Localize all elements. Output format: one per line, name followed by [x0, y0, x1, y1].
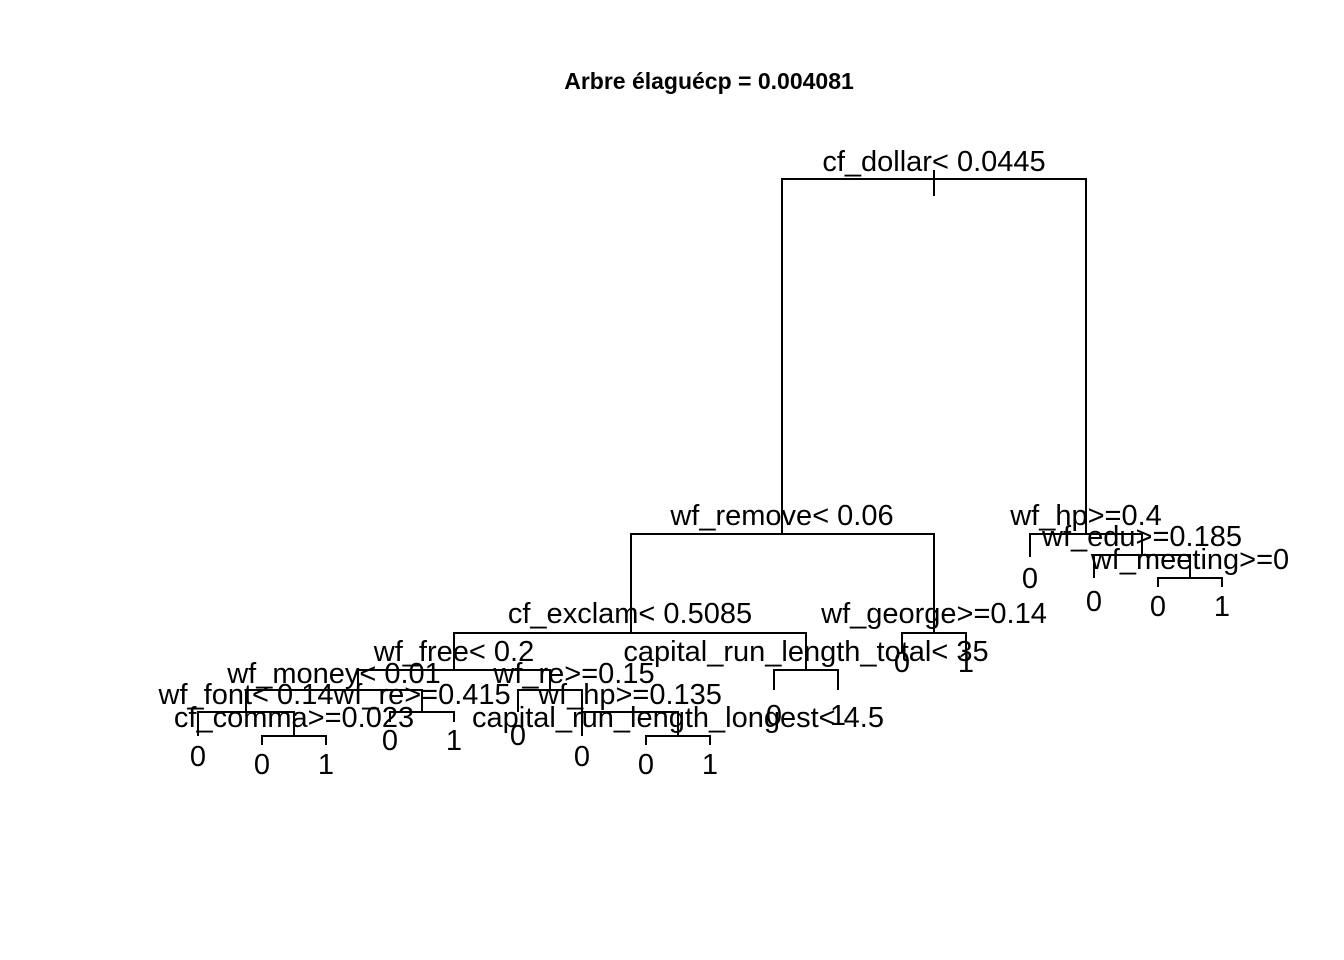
split-label: capital_run_length_longest< 4.5	[472, 702, 884, 734]
leaf-label: 1	[446, 725, 462, 757]
split-label: cf_dollar< 0.0445	[822, 146, 1045, 178]
leaf-label: 0	[1022, 563, 1038, 595]
edge-money	[245, 689, 423, 712]
leaf-labels: 0 0 1 0 1 0 0 0 1 0 1 0 1 0 0 1 0	[190, 563, 1230, 781]
split-label: capital_run_length_total< 35	[623, 636, 988, 668]
leaf-label: 0	[1086, 586, 1102, 618]
edge-re015	[517, 689, 583, 712]
split-label: wf_hp>=0.4	[1009, 500, 1162, 532]
edge-root	[781, 178, 1087, 533]
leaf-label: 0	[638, 749, 654, 781]
split-label: wf_george>=0.14	[820, 598, 1047, 630]
split-label: wf_free< 0.2	[373, 636, 534, 668]
edge-font	[197, 711, 295, 736]
leaf-label: 0	[766, 700, 782, 732]
split-label: cf_comma>=0.023	[174, 702, 414, 734]
edge-remove	[630, 533, 935, 633]
chart-title: Arbre élaguécp = 0.004081	[564, 68, 854, 94]
leaf-label: 1	[1214, 591, 1230, 623]
leaf-label: 0	[254, 749, 270, 781]
leaf-label: 0	[382, 725, 398, 757]
leaf-label: 1	[958, 647, 974, 679]
edge-crll	[645, 735, 711, 745]
edge-comma	[261, 735, 327, 745]
edge-re0415	[389, 711, 455, 722]
edge-crlt	[773, 669, 839, 690]
edge-edu	[1093, 554, 1191, 578]
split-label: wf_re>=0.415	[332, 679, 510, 711]
leaf-label: 0	[894, 647, 910, 679]
split-label: cf_exclam< 0.5085	[508, 598, 752, 630]
leaf-label: 0	[1150, 591, 1166, 623]
split-label: wf_hp>=0.135	[537, 679, 722, 711]
edge-george	[901, 632, 967, 652]
split-label: wf_remove< 0.06	[669, 500, 893, 532]
edge-hp04	[1029, 533, 1143, 557]
tree-edges	[197, 170, 1223, 745]
split-label: wf_font< 0.14	[158, 679, 334, 711]
split-label: wf_edu>=0.185	[1041, 521, 1242, 553]
leaf-label: 0	[574, 741, 590, 773]
leaf-label: 0	[190, 741, 206, 773]
split-label: wf_re>=0.15	[492, 658, 654, 690]
split-label: wf_money< 0.01	[226, 658, 441, 690]
split-label: wf_meeting>=0	[1090, 544, 1289, 576]
leaf-label: 1	[318, 749, 334, 781]
leaf-label: 0	[510, 720, 526, 752]
edge-free	[357, 669, 551, 690]
split-labels: cf_dollar< 0.0445 wf_remove< 0.06 wf_hp>…	[158, 146, 1290, 734]
leaf-label: 1	[702, 749, 718, 781]
edge-meeting	[1157, 577, 1223, 587]
edge-hp0135	[581, 711, 679, 736]
leaf-label: 1	[830, 700, 846, 732]
edge-exclam	[453, 632, 807, 670]
